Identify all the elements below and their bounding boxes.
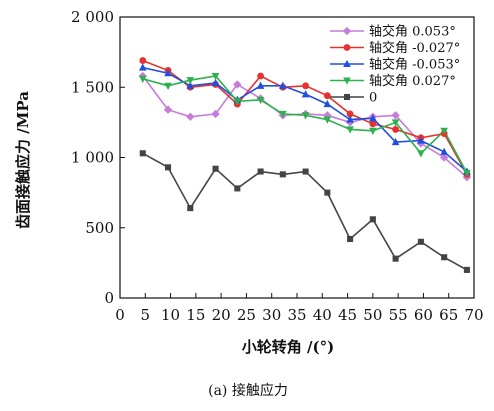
y-axis-label: 齿面接触应力 /MPa (14, 91, 32, 229)
legend-label-1: 轴交角 -0.027° (369, 40, 460, 56)
x-tick-label: 0 (115, 306, 125, 324)
data-point-series-4 (234, 185, 241, 192)
series-line-0 (142, 75, 468, 178)
data-point-series-4 (441, 254, 448, 261)
data-point-series-0 (439, 153, 449, 162)
y-tick-label: 1 500 (71, 78, 114, 96)
data-point-series-3 (440, 127, 448, 135)
data-point-series-1 (302, 82, 310, 90)
data-point-series-2 (301, 90, 310, 98)
legend-marker-2 (343, 59, 351, 68)
x-tick-label: 5 (141, 306, 151, 324)
y-tick-label: 500 (85, 219, 114, 237)
y-tick-label: 2 000 (71, 8, 114, 26)
data-point-series-3 (186, 77, 195, 85)
data-point-series-0 (233, 80, 242, 89)
data-point-series-3 (463, 169, 471, 178)
x-tick-label: 45 (338, 306, 357, 324)
x-tick-label: 35 (287, 306, 306, 324)
figure-caption: (a) 接触应力 (208, 382, 288, 399)
x-tick-label: 20 (212, 306, 231, 324)
data-point-series-2 (256, 81, 265, 89)
legend-marker-3 (343, 77, 351, 85)
data-point-series-3 (138, 75, 147, 83)
data-point-series-0 (323, 111, 332, 120)
data-point-series-3 (323, 116, 332, 124)
legend-label-0: 轴交角 0.053° (369, 24, 456, 40)
data-point-series-4 (279, 171, 286, 178)
data-point-series-4 (324, 189, 331, 196)
data-point-series-4 (212, 165, 219, 172)
x-axis-label: 小轮转角 /(°) (242, 338, 334, 356)
data-point-series-2 (391, 137, 400, 146)
data-point-series-3 (256, 96, 265, 105)
data-point-series-3 (391, 119, 400, 127)
data-point-series-3 (279, 110, 287, 119)
data-point-series-2 (279, 81, 287, 89)
data-point-series-1 (139, 57, 147, 64)
x-tick-label: 10 (161, 306, 180, 324)
x-tick-label: 15 (186, 306, 205, 324)
x-tick-label: 40 (313, 306, 332, 324)
x-tick-label: 25 (237, 306, 256, 324)
legend-label-3: 轴交角 0.027° (369, 73, 456, 89)
y-tick-label: 0 (104, 289, 114, 307)
data-point-series-4 (139, 150, 146, 157)
data-point-series-2 (369, 113, 377, 122)
legend-label-4: 0 (369, 91, 377, 106)
data-point-series-1 (346, 110, 354, 118)
data-point-series-1 (323, 92, 331, 100)
data-point-series-2 (440, 147, 448, 155)
data-point-series-4 (302, 168, 309, 175)
data-point-series-3 (164, 82, 172, 91)
data-point-series-0 (211, 109, 220, 119)
data-point-series-3 (346, 126, 354, 134)
data-point-series-2 (211, 78, 220, 87)
data-point-series-2 (186, 81, 195, 89)
y-tick-label: 1 000 (71, 149, 114, 167)
data-point-series-3 (233, 98, 242, 106)
x-tick-label: 55 (389, 306, 408, 324)
x-tick-label: 70 (464, 306, 483, 324)
data-point-series-3 (417, 150, 425, 158)
data-point-series-0 (186, 112, 195, 121)
data-point-series-4 (165, 164, 172, 171)
data-point-series-4 (347, 235, 354, 243)
data-point-series-2 (417, 136, 425, 144)
x-tick-label: 60 (414, 306, 433, 324)
legend-marker-0 (342, 26, 352, 36)
data-point-series-3 (301, 112, 310, 120)
data-point-series-4 (392, 255, 399, 262)
legend-marker-4 (343, 93, 351, 101)
data-point-series-0 (391, 111, 400, 120)
legend: 轴交角 0.053°轴交角 -0.027°轴交角 -0.053°轴交角 0.02… (330, 24, 460, 106)
data-point-series-4 (257, 168, 264, 175)
legend-marker-1 (343, 44, 351, 51)
x-tick-label: 65 (439, 306, 458, 324)
data-point-series-3 (369, 127, 377, 135)
data-point-series-1 (369, 120, 377, 128)
data-point-series-4 (463, 266, 470, 273)
data-point-series-2 (164, 69, 172, 77)
series-line-3 (142, 75, 468, 174)
x-tick-label: 50 (363, 306, 382, 324)
legend-label-2: 轴交角 -0.053° (369, 57, 460, 73)
data-point-series-2 (138, 63, 147, 71)
data-point-series-2 (323, 99, 332, 108)
data-point-series-0 (163, 105, 173, 114)
x-tick-label: 30 (262, 306, 281, 324)
data-point-series-1 (392, 125, 400, 133)
data-point-series-1 (257, 72, 265, 80)
data-point-series-4 (417, 238, 424, 245)
series-markers (138, 57, 472, 273)
data-point-series-2 (346, 115, 354, 123)
data-point-series-4 (187, 205, 194, 212)
data-point-series-4 (369, 216, 376, 223)
data-point-series-3 (211, 72, 220, 81)
